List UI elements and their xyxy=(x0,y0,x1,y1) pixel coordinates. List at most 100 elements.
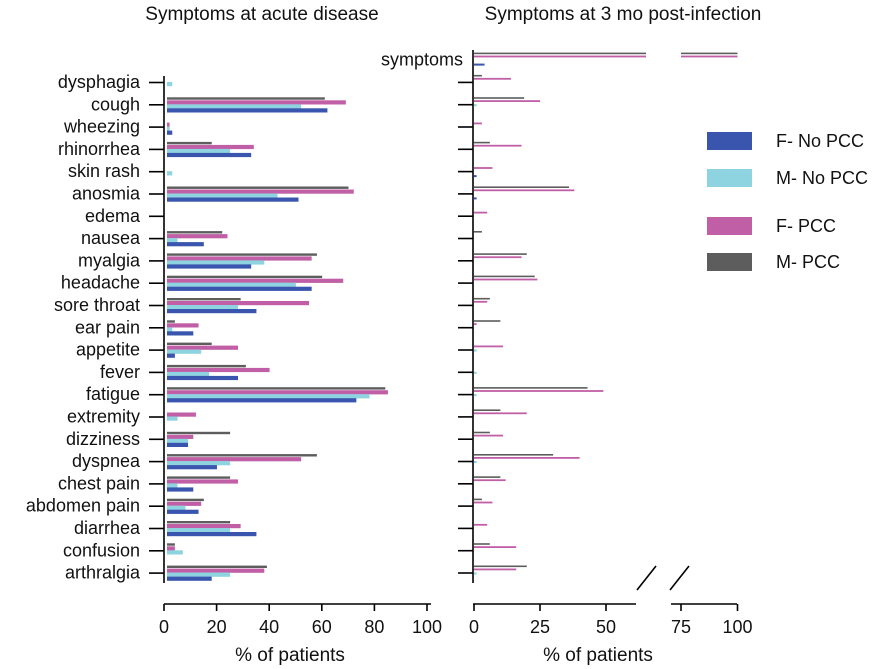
right-chart-title: Symptoms at 3 mo post-infection xyxy=(485,4,762,25)
category-label: chest pain xyxy=(58,473,140,493)
bar xyxy=(474,323,477,325)
bar xyxy=(167,331,194,336)
bar xyxy=(474,461,477,463)
category-label: diarrhea xyxy=(74,518,141,538)
category-label: fever xyxy=(100,362,140,382)
bar xyxy=(474,100,540,102)
bar xyxy=(167,82,173,87)
category-label: ear pain xyxy=(75,317,140,337)
bar xyxy=(474,52,646,55)
x-tick-label: 0 xyxy=(159,617,169,637)
left-x-axis-label: % of patients xyxy=(235,645,345,666)
bar xyxy=(474,104,477,107)
bar xyxy=(167,189,354,194)
bar xyxy=(167,342,212,345)
bar xyxy=(167,438,189,443)
category-label: anosmia xyxy=(72,184,141,204)
bar xyxy=(167,367,270,373)
bar xyxy=(474,144,522,147)
bar xyxy=(167,509,199,514)
bar xyxy=(167,193,278,198)
bar xyxy=(167,282,296,287)
bar xyxy=(474,390,604,392)
bar xyxy=(167,148,231,154)
bar xyxy=(167,565,267,568)
bar xyxy=(474,479,506,482)
category-label: skin rash xyxy=(68,161,140,181)
bar xyxy=(474,320,501,322)
x-tick-label: 80 xyxy=(364,617,384,637)
bar xyxy=(474,394,477,397)
category-label: appetite xyxy=(76,340,140,360)
bar xyxy=(474,387,588,389)
bar xyxy=(167,568,265,573)
bar xyxy=(167,457,302,462)
x-tick-label: 40 xyxy=(259,617,279,637)
bar xyxy=(167,416,178,421)
bar xyxy=(167,152,252,158)
bar xyxy=(474,275,535,278)
bar xyxy=(167,524,241,529)
category-label: symptoms xyxy=(381,50,463,70)
bar xyxy=(474,186,570,188)
bar xyxy=(167,260,265,265)
bar xyxy=(167,387,386,390)
bar xyxy=(167,242,204,247)
bar xyxy=(474,253,527,255)
bar xyxy=(474,74,482,77)
legend-label: F- No PCC xyxy=(776,131,864,151)
bar xyxy=(474,543,490,545)
bar xyxy=(167,256,312,261)
bar xyxy=(474,501,493,504)
bar xyxy=(167,454,317,457)
x-tick-label: 0 xyxy=(469,617,479,637)
bar xyxy=(167,104,302,109)
bar xyxy=(474,256,522,259)
x-tick-label: 100 xyxy=(412,617,442,637)
bar xyxy=(474,412,527,415)
bar xyxy=(474,77,511,80)
bar xyxy=(474,141,490,144)
category-label: dysphagia xyxy=(58,72,141,92)
legend-label: F- PCC xyxy=(776,216,836,236)
bar xyxy=(167,100,346,105)
bar xyxy=(474,568,517,571)
bar xyxy=(167,197,299,202)
bar xyxy=(167,345,239,350)
category-label: nausea xyxy=(81,228,141,248)
bar xyxy=(167,521,231,524)
bar xyxy=(167,323,199,328)
bar xyxy=(167,171,173,176)
category-label: myalgia xyxy=(78,250,141,270)
bar xyxy=(474,197,477,200)
category-label: wheezing xyxy=(63,117,140,137)
bar xyxy=(167,186,349,189)
bar xyxy=(167,130,173,135)
bar xyxy=(474,189,575,192)
legend-swatch xyxy=(707,132,752,150)
bar xyxy=(474,122,482,125)
x-tick-label: 25 xyxy=(530,617,550,637)
bar xyxy=(474,300,488,303)
bar xyxy=(474,565,527,568)
bar xyxy=(167,546,175,551)
bar xyxy=(167,126,170,131)
bar xyxy=(474,55,646,58)
right-panel: 0 25 50 75 100 symptoms % of patients xyxy=(381,50,753,666)
bar xyxy=(474,371,477,374)
bar xyxy=(474,63,485,66)
bar xyxy=(167,231,223,234)
bar xyxy=(167,487,194,492)
category-label: headache xyxy=(61,273,140,293)
legend: F- No PCC M- No PCC F- PCC M- PCC xyxy=(707,131,868,272)
category-label: extremity xyxy=(67,407,140,427)
category-label: confusion xyxy=(63,540,140,560)
bar xyxy=(167,141,212,145)
bar xyxy=(474,349,477,352)
x-tick-label: 100 xyxy=(722,617,752,637)
bar xyxy=(474,546,517,548)
bar xyxy=(474,167,493,169)
left-chart-title: Symptoms at acute disease xyxy=(145,4,378,25)
